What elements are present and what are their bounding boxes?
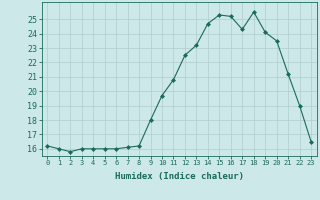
X-axis label: Humidex (Indice chaleur): Humidex (Indice chaleur) [115,172,244,181]
